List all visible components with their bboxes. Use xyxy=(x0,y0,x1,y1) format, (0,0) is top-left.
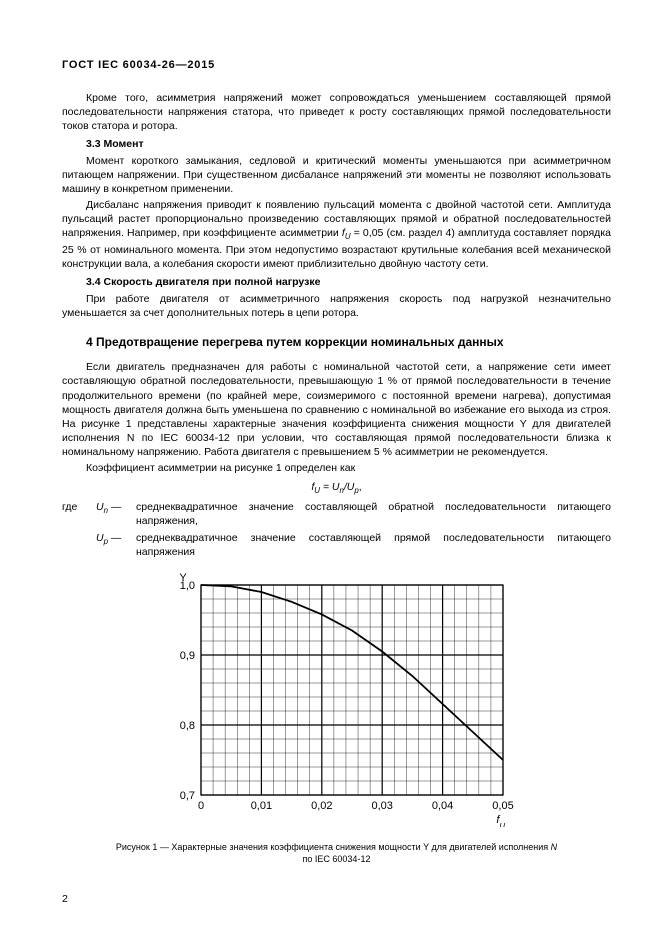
section-3-3-p1: Момент короткого замыкания, седловой и к… xyxy=(62,154,611,197)
svg-text:0: 0 xyxy=(197,800,203,812)
intro-para: Кроме того, асимметрия напряжений может … xyxy=(62,91,611,134)
svg-text:0,03: 0,03 xyxy=(371,800,392,812)
def-un-symbol: Un — xyxy=(96,500,136,528)
svg-text:Y: Y xyxy=(179,572,187,584)
figure-1-chart: 00,010,020,030,040,050,70,80,91,0YfU xyxy=(157,567,517,831)
section-3-3-p2: Дисбаланс напряжения приводит к появлени… xyxy=(62,198,611,271)
figure-1-caption: Рисунок 1 — Характерные значения коэффиц… xyxy=(62,841,611,865)
definition-un: где Un — среднеквадратичное значение сос… xyxy=(62,500,611,528)
doc-header: ГОСТ IEC 60034-26—2015 xyxy=(62,58,611,73)
svg-text:0,7: 0,7 xyxy=(179,790,194,802)
definition-up: Up — среднеквадратичное значение составл… xyxy=(62,531,611,559)
def-up-symbol: Up — xyxy=(96,531,136,559)
def-up-text: среднеквадратичное значение составляющей… xyxy=(136,531,611,559)
section-3-4-p1: При работе двигателя от асимметричного н… xyxy=(62,292,611,320)
section-4-p1: Если двигатель предназначен для работы с… xyxy=(62,360,611,459)
def-un-text: среднеквадратичное значение составляющей… xyxy=(136,500,611,528)
page-number: 2 xyxy=(62,892,68,906)
chart-svg: 00,010,020,030,040,050,70,80,91,0YfU xyxy=(157,567,517,827)
section-3-3-title: 3.3 Момент xyxy=(62,137,611,151)
def-where-label: где xyxy=(62,500,96,528)
svg-text:0,05: 0,05 xyxy=(492,800,513,812)
section-3-4-title: 3.4 Скорость двигателя при полной нагруз… xyxy=(62,275,611,289)
svg-text:0,04: 0,04 xyxy=(431,800,452,812)
formula: fU = Un/Up, xyxy=(62,480,611,497)
section-4-p2: Коэффициент асимметрии на рисунке 1 опре… xyxy=(62,461,611,475)
svg-text:0,8: 0,8 xyxy=(179,720,194,732)
svg-text:0,9: 0,9 xyxy=(179,650,194,662)
svg-text:0,02: 0,02 xyxy=(311,800,332,812)
section-4-heading: 4 Предотвращение перегрева путем коррекц… xyxy=(62,334,611,350)
svg-text:0,01: 0,01 xyxy=(250,800,271,812)
